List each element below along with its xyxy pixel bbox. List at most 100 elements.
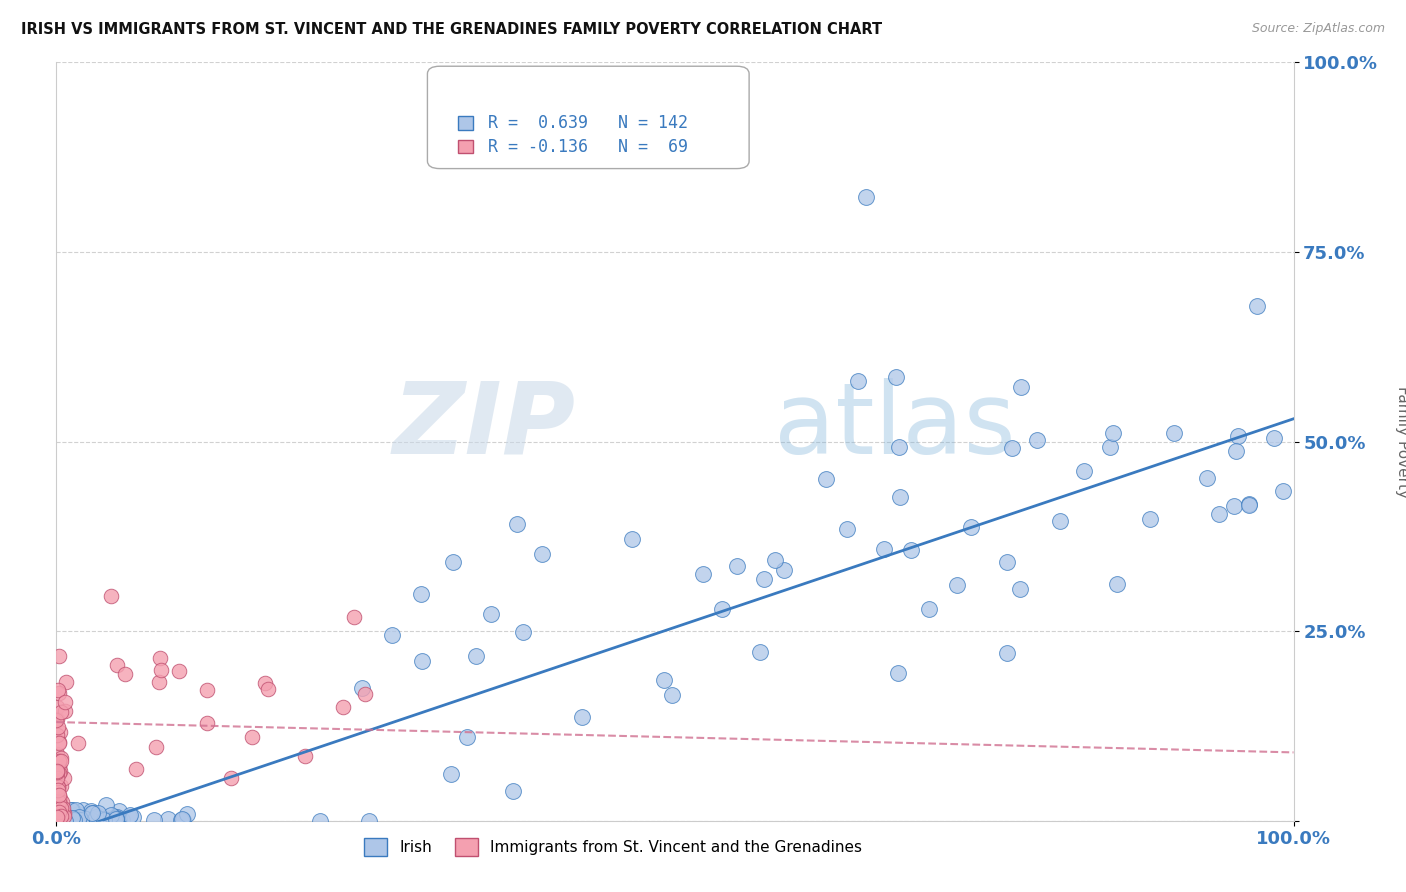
Point xyxy=(242,730,264,744)
Point xyxy=(1239,499,1261,513)
Point xyxy=(195,682,218,697)
Point xyxy=(48,759,70,773)
Point xyxy=(1227,429,1250,443)
Point xyxy=(53,812,76,826)
Point xyxy=(1102,426,1125,441)
Point xyxy=(145,739,167,754)
Point xyxy=(118,808,141,822)
Point xyxy=(889,490,911,504)
Point xyxy=(995,647,1018,661)
Point xyxy=(502,783,524,797)
Point xyxy=(752,573,775,587)
Point xyxy=(1225,444,1247,458)
Point xyxy=(294,748,316,763)
Point xyxy=(439,766,461,780)
Point xyxy=(254,676,277,690)
Point xyxy=(652,673,675,688)
Point xyxy=(59,814,82,828)
Point xyxy=(409,587,432,601)
Point xyxy=(75,813,97,827)
Point xyxy=(93,814,115,828)
Point xyxy=(873,541,896,556)
Point xyxy=(67,814,90,828)
Point xyxy=(60,811,83,825)
Point xyxy=(46,780,69,794)
Point xyxy=(100,589,122,603)
Point xyxy=(53,810,76,824)
Point xyxy=(48,736,70,750)
Point xyxy=(353,687,375,701)
Point xyxy=(80,806,103,821)
Text: R = -0.136   N =  69: R = -0.136 N = 69 xyxy=(488,137,688,155)
Point xyxy=(52,809,75,823)
Point xyxy=(176,807,198,822)
Point xyxy=(96,813,118,827)
Point xyxy=(46,783,69,797)
Point xyxy=(67,736,90,750)
Point xyxy=(114,666,136,681)
Point xyxy=(67,814,90,828)
Point xyxy=(506,517,529,532)
Point xyxy=(814,472,837,486)
Point xyxy=(381,628,404,642)
Point xyxy=(105,813,128,827)
Point xyxy=(918,602,941,616)
Point xyxy=(52,771,75,785)
Point xyxy=(45,811,67,825)
Text: Source: ZipAtlas.com: Source: ZipAtlas.com xyxy=(1251,22,1385,36)
Point xyxy=(48,788,70,802)
Point xyxy=(48,649,70,664)
Point xyxy=(105,658,128,673)
Point xyxy=(72,803,94,817)
Point xyxy=(48,795,70,809)
Point xyxy=(66,807,89,822)
Point xyxy=(46,720,69,734)
Legend: Irish, Immigrants from St. Vincent and the Grenadines: Irish, Immigrants from St. Vincent and t… xyxy=(359,831,868,863)
Point xyxy=(441,555,464,569)
Point xyxy=(51,813,73,827)
Y-axis label: Family Poverty: Family Poverty xyxy=(1395,385,1406,498)
Point xyxy=(45,811,67,825)
Point xyxy=(87,805,110,820)
Point xyxy=(60,803,83,817)
Point xyxy=(170,813,193,827)
Point xyxy=(48,761,70,775)
FancyBboxPatch shape xyxy=(427,66,749,169)
Point xyxy=(48,754,70,768)
Point xyxy=(48,735,70,749)
Point xyxy=(55,675,77,690)
Point xyxy=(46,811,69,825)
Point xyxy=(65,810,87,824)
Point xyxy=(46,812,69,826)
Point xyxy=(105,812,128,826)
Point xyxy=(995,555,1018,569)
Point xyxy=(108,805,131,819)
Point xyxy=(98,814,121,828)
Point xyxy=(56,813,79,827)
Point xyxy=(98,811,121,825)
Point xyxy=(221,771,243,785)
Point xyxy=(46,772,69,786)
Point xyxy=(51,813,73,827)
Point xyxy=(571,709,593,723)
Point xyxy=(65,811,87,825)
Point xyxy=(960,520,983,534)
Point xyxy=(53,805,76,820)
Point xyxy=(48,686,70,700)
Point xyxy=(1139,512,1161,526)
Point xyxy=(53,814,76,828)
Point xyxy=(45,700,67,714)
Point xyxy=(479,607,502,621)
Point xyxy=(105,810,128,824)
Point xyxy=(59,812,82,826)
Point xyxy=(309,814,332,828)
Point xyxy=(411,654,433,668)
Text: IRISH VS IMMIGRANTS FROM ST. VINCENT AND THE GRENADINES FAMILY POVERTY CORRELATI: IRISH VS IMMIGRANTS FROM ST. VINCENT AND… xyxy=(21,22,882,37)
Point xyxy=(66,813,89,827)
Point xyxy=(855,190,877,204)
Point xyxy=(46,780,69,794)
Point xyxy=(51,751,73,765)
Point xyxy=(55,705,77,719)
Point xyxy=(1025,433,1047,447)
Point xyxy=(46,809,69,823)
